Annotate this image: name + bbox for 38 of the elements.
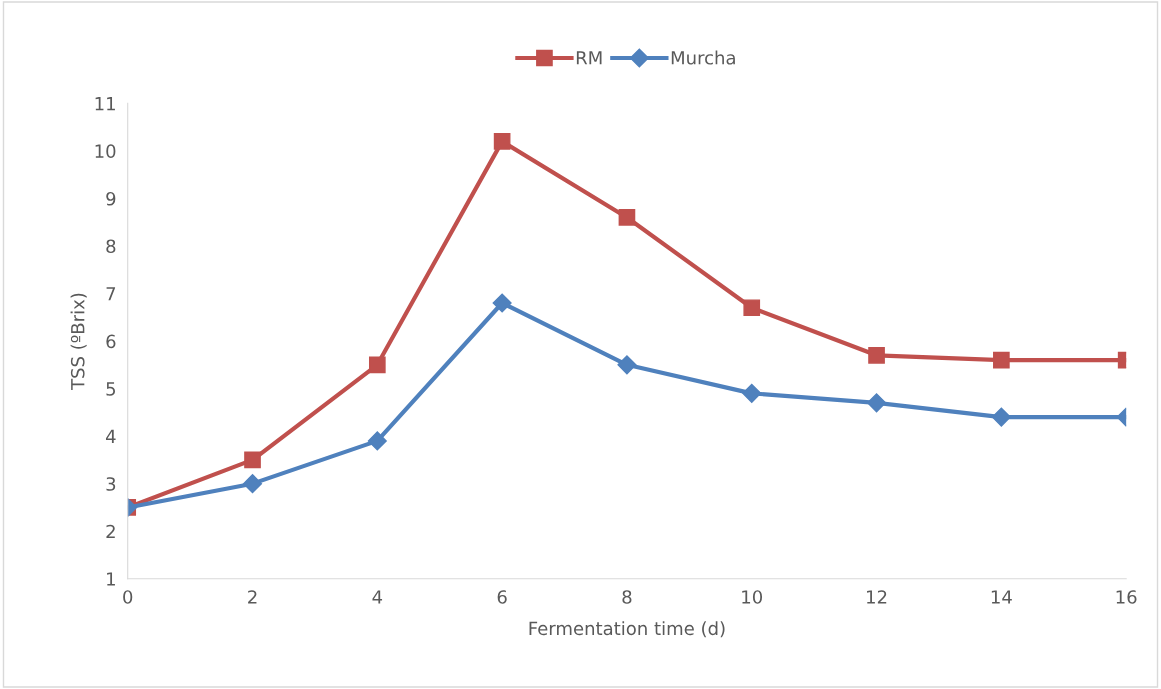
point: [993, 351, 1010, 369]
x-tick-label: 8: [622, 590, 632, 604]
legend-label: RM: [576, 51, 602, 65]
x-axis-title: Fermentation time (d): [529, 621, 725, 638]
point: [244, 451, 261, 469]
x-tick-label: 2: [248, 590, 257, 604]
point: [991, 407, 1011, 427]
point: [743, 299, 761, 317]
y-tick-label: 1: [107, 572, 115, 586]
y-tick-label: 6: [106, 334, 116, 349]
point: [867, 393, 887, 413]
x-tick-label: 6: [497, 590, 507, 604]
x-tick-label: 16: [1116, 590, 1137, 604]
y-tick-label: 9: [106, 191, 116, 206]
x-tick-label: 4: [372, 590, 383, 604]
y-tick-label: 10: [95, 144, 116, 159]
y-tick-label: 4: [105, 429, 116, 443]
point: [493, 133, 511, 150]
point: [242, 474, 263, 494]
point: [492, 293, 512, 313]
x-tick-label: 14: [991, 590, 1012, 604]
legend-label: Murcha: [671, 50, 735, 65]
point: [617, 355, 637, 375]
y-tick-label: 2: [106, 524, 115, 539]
point: [367, 431, 387, 451]
point: [868, 346, 885, 364]
point: [368, 356, 386, 374]
y-tick-label: 7: [106, 287, 116, 301]
x-tick-label: 12: [867, 590, 887, 604]
y-tick-label: 11: [95, 97, 115, 111]
y-tick-label: 5: [106, 382, 116, 396]
y-tick-label: 3: [106, 477, 116, 491]
point: [618, 209, 636, 226]
y-axis-title: TSS (ºBrix): [70, 293, 87, 391]
x-tick-label: 10: [742, 590, 763, 604]
point: [742, 383, 762, 403]
y-tick-label: 8: [106, 239, 116, 254]
x-tick-label: 0: [123, 590, 133, 604]
